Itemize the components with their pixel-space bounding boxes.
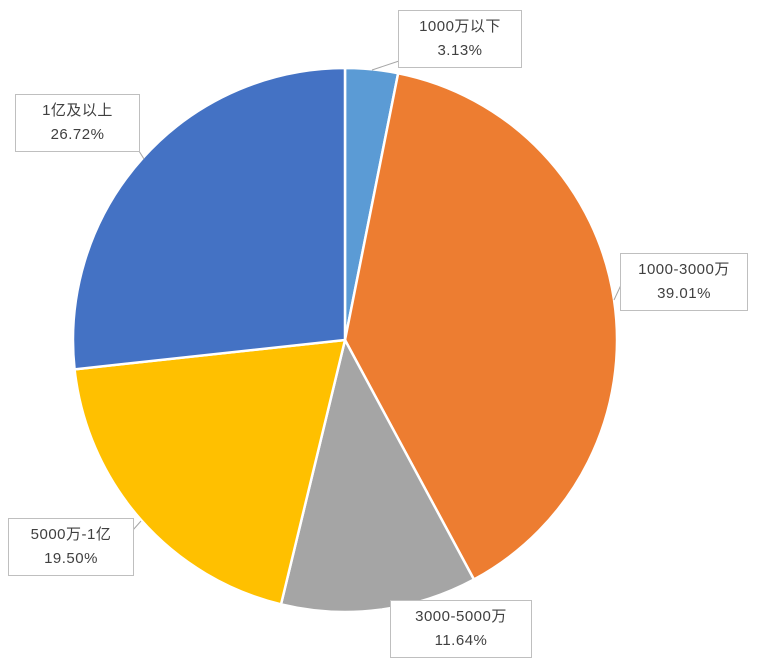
callout-percent: 19.50% — [44, 550, 98, 567]
callout-label: 1亿及以上 — [42, 102, 113, 119]
callout-percent: 11.64% — [434, 632, 488, 649]
callout-50m-100m: 5000万-1亿 19.50% — [8, 518, 134, 576]
pie-slice-4 — [71, 66, 347, 371]
callout-label: 5000万-1亿 — [30, 526, 112, 543]
callout-over-100m: 1亿及以上 26.72% — [15, 94, 140, 152]
callout-30m-50m: 3000-5000万 11.64% — [390, 600, 532, 658]
callout-10m-30m: 1000-3000万 39.01% — [620, 253, 748, 311]
callout-percent: 26.72% — [50, 126, 105, 143]
leader-line-over-100m — [138, 150, 145, 160]
callout-under-10m: 1000万以下 3.13% — [398, 10, 522, 68]
pie-slices — [71, 66, 619, 614]
callout-percent: 3.13% — [437, 42, 483, 59]
pie-slice-3 — [73, 338, 347, 606]
leader-line-10m-30m — [613, 284, 622, 301]
leader-line-50m-100m — [132, 520, 142, 531]
callout-label: 1000万以下 — [419, 18, 501, 35]
leader-line-under-10m — [371, 60, 400, 71]
callout-percent: 39.01% — [657, 285, 711, 302]
callout-label: 3000-5000万 — [415, 608, 507, 625]
callout-label: 1000-3000万 — [638, 261, 730, 278]
